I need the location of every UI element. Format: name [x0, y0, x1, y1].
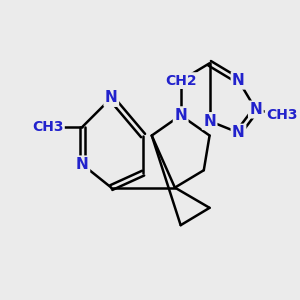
Text: N: N [105, 91, 118, 106]
Text: N: N [174, 108, 187, 123]
Text: N: N [76, 157, 89, 172]
Text: N: N [232, 73, 245, 88]
Text: CH2: CH2 [165, 74, 196, 88]
Text: N: N [203, 114, 216, 129]
Text: N: N [250, 102, 262, 117]
Text: N: N [232, 125, 245, 140]
Text: CH3: CH3 [32, 120, 63, 134]
Text: CH3: CH3 [266, 108, 298, 122]
